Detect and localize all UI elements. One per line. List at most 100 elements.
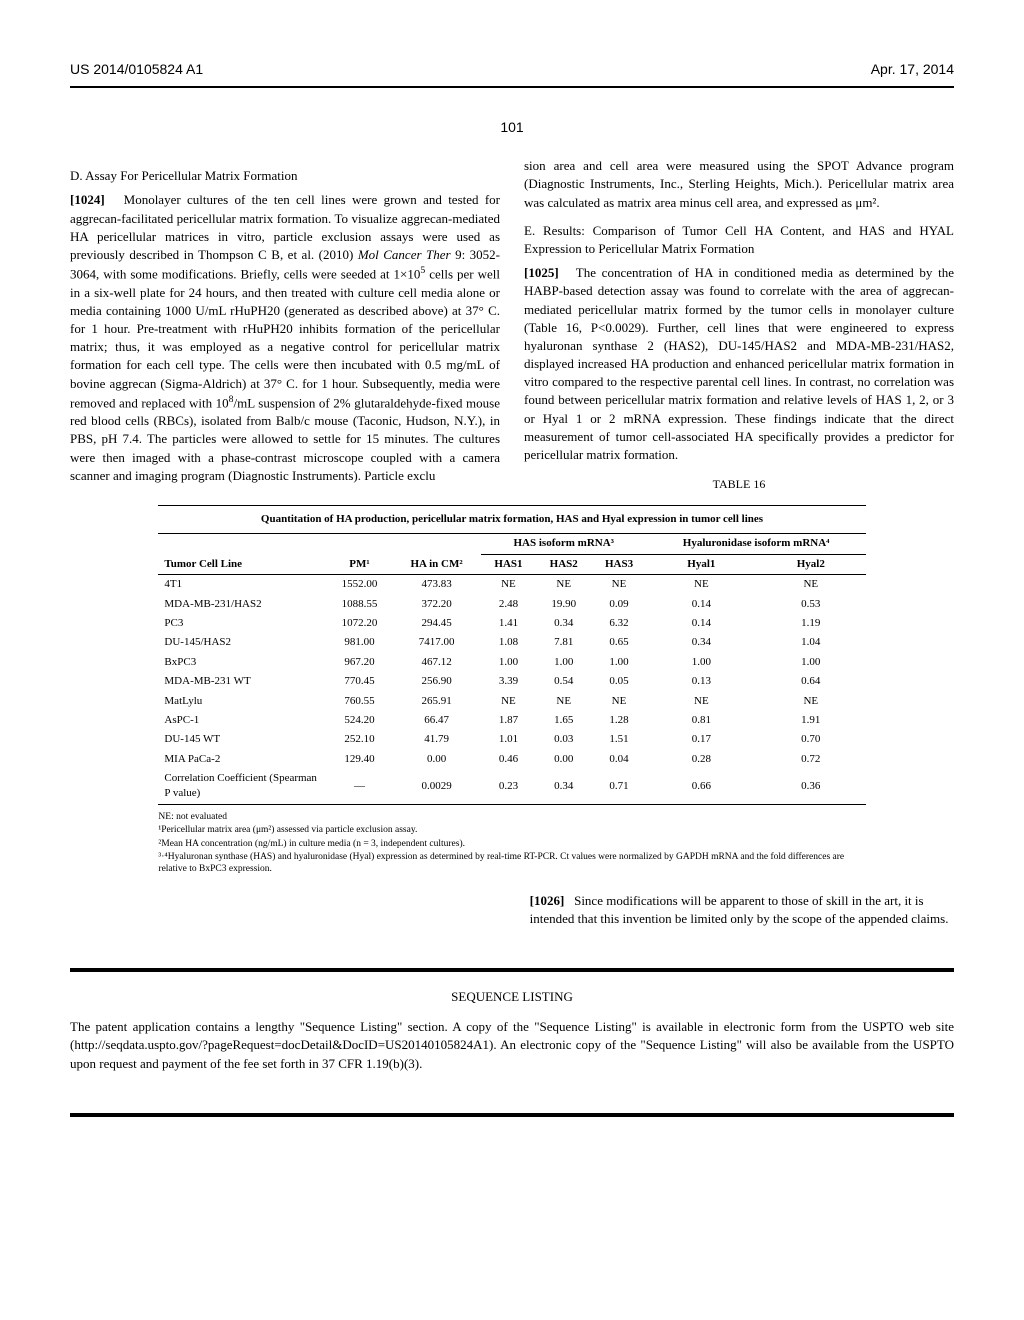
table-row: MIA PaCa-2129.400.000.460.000.040.280.72 [158, 750, 865, 769]
table-row: Correlation Coefficient (Spearman P valu… [158, 769, 865, 804]
table-cell: 6.32 [591, 614, 646, 633]
para-1025-text: The concentration of HA in conditioned m… [524, 265, 954, 462]
table-cell: NE [536, 575, 591, 595]
table-cell: MatLylu [158, 692, 326, 711]
para-1026-text: Since modifications will be apparent to … [530, 893, 949, 926]
data-table: Quantitation of HA production, pericellu… [158, 505, 865, 805]
para-1026: [1026] Since modifications will be appar… [530, 892, 954, 928]
table-cell: 0.05 [591, 672, 646, 691]
group-header-hyal: Hyaluronidase isoform mRNA⁴ [647, 534, 866, 554]
table-cell: 0.53 [756, 595, 866, 614]
table-cell: 524.20 [327, 711, 393, 730]
table-cell: 19.90 [536, 595, 591, 614]
table-row: DU-145/HAS2981.007417.001.087.810.650.34… [158, 633, 865, 652]
footnote-ne: NE: not evaluated [158, 811, 865, 823]
divider-top [70, 968, 954, 972]
table-cell: 1552.00 [327, 575, 393, 595]
table-cell: 0.28 [647, 750, 756, 769]
table-cell: 3.39 [481, 672, 536, 691]
table-cell: 129.40 [327, 750, 393, 769]
table-cell: NE [591, 575, 646, 595]
table-cell: 1072.20 [327, 614, 393, 633]
table-row: MDA-MB-231 WT770.45256.903.390.540.050.1… [158, 672, 865, 691]
header-left: US 2014/0105824 A1 [70, 60, 203, 80]
table-cell: 265.91 [392, 692, 480, 711]
table-cell: DU-145 WT [158, 730, 326, 749]
table-cell: 1.19 [756, 614, 866, 633]
table-row: PC31072.20294.451.410.346.320.141.19 [158, 614, 865, 633]
table-cell: 1.00 [647, 653, 756, 672]
group-header-has: HAS isoform mRNA³ [481, 534, 647, 554]
table-label: TABLE 16 [524, 476, 954, 493]
table-cell: 0.46 [481, 750, 536, 769]
footnote-1: ¹Pericellular matrix area (μm²) assessed… [158, 824, 865, 836]
footnote-3: ³·⁴Hyaluronan synthase (HAS) and hyaluro… [158, 851, 865, 876]
table-cell: 0.00 [536, 750, 591, 769]
table-cell: 981.00 [327, 633, 393, 652]
table-cell: 0.13 [647, 672, 756, 691]
table-cell: 1.00 [756, 653, 866, 672]
table-cell: 1.04 [756, 633, 866, 652]
table-title: Quantitation of HA production, pericellu… [158, 505, 865, 533]
table-cell: 0.03 [536, 730, 591, 749]
table-cell: BxPC3 [158, 653, 326, 672]
table-cell: 0.66 [647, 769, 756, 804]
table-cell: 967.20 [327, 653, 393, 672]
section-d-title: D. Assay For Pericellular Matrix Formati… [70, 167, 500, 185]
para-1025: [1025] The concentration of HA in condit… [524, 264, 954, 464]
table-cell: 0.72 [756, 750, 866, 769]
page-number: 101 [70, 118, 954, 138]
table-cell: 467.12 [392, 653, 480, 672]
header-right: Apr. 17, 2014 [871, 60, 954, 80]
table-cell: 7.81 [536, 633, 591, 652]
table-cell: 7417.00 [392, 633, 480, 652]
table-cell: — [327, 769, 393, 804]
table-row: BxPC3967.20467.121.001.001.001.001.00 [158, 653, 865, 672]
table-cell: DU-145/HAS2 [158, 633, 326, 652]
col-0: Tumor Cell Line [158, 554, 326, 574]
table-cell: NE [647, 575, 756, 595]
col-7: Hyal2 [756, 554, 866, 574]
table-16: Quantitation of HA production, pericellu… [158, 505, 865, 876]
left-column: D. Assay For Pericellular Matrix Formati… [70, 157, 500, 497]
table-cell: 41.79 [392, 730, 480, 749]
para-1024-num: [1024] [70, 192, 105, 207]
table-cell: 2.48 [481, 595, 536, 614]
sequence-listing-title: SEQUENCE LISTING [70, 988, 954, 1006]
para-1025-num: [1025] [524, 265, 559, 280]
table-footnotes: NE: not evaluated ¹Pericellular matrix a… [158, 811, 865, 876]
table-cell: 1.87 [481, 711, 536, 730]
footnote-2: ²Mean HA concentration (ng/mL) in cultur… [158, 838, 865, 850]
table-cell: 0.65 [591, 633, 646, 652]
divider-bottom [70, 1113, 954, 1117]
table-cell: 1.00 [591, 653, 646, 672]
table-cell: 66.47 [392, 711, 480, 730]
table-cell: 0.00 [392, 750, 480, 769]
two-column-layout: D. Assay For Pericellular Matrix Formati… [70, 157, 954, 497]
table-row: AsPC-1524.2066.471.871.651.280.811.91 [158, 711, 865, 730]
table-cell: 770.45 [327, 672, 393, 691]
para-cont: sion area and cell area were measured us… [524, 157, 954, 212]
table-cell: 0.34 [536, 614, 591, 633]
table-cell: 1.51 [591, 730, 646, 749]
para-1024-b2: cells per well in a six-well plate for 2… [70, 266, 500, 410]
table-cell: 252.10 [327, 730, 393, 749]
table-cell: 1.00 [536, 653, 591, 672]
table-cell: 1.41 [481, 614, 536, 633]
right-column: sion area and cell area were measured us… [524, 157, 954, 497]
sequence-listing-para: The patent application contains a length… [70, 1018, 954, 1073]
col-2: HA in CM² [392, 554, 480, 574]
table-cell: 1.28 [591, 711, 646, 730]
table-cell: 0.09 [591, 595, 646, 614]
table-cell: NE [756, 692, 866, 711]
col-4: HAS2 [536, 554, 591, 574]
table-cell: 0.34 [536, 769, 591, 804]
page-header: US 2014/0105824 A1 Apr. 17, 2014 [70, 60, 954, 86]
table-cell: 4T1 [158, 575, 326, 595]
table-cell: 0.70 [756, 730, 866, 749]
para-1024: [1024] Monolayer cultures of the ten cel… [70, 191, 500, 485]
table-row: DU-145 WT252.1041.791.010.031.510.170.70 [158, 730, 865, 749]
table-cell: 256.90 [392, 672, 480, 691]
table-cell: 0.14 [647, 614, 756, 633]
table-cell: 0.36 [756, 769, 866, 804]
